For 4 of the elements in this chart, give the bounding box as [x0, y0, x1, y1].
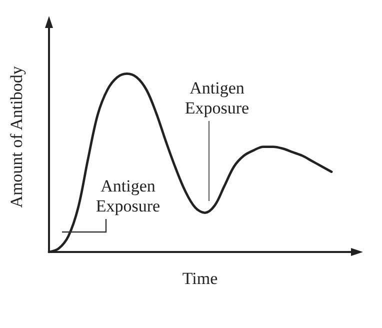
annotation: Antigen Exposure	[184, 78, 250, 118]
x-axis-title: Time	[182, 269, 218, 288]
y-axis-title: Amount of Antibody	[7, 66, 26, 208]
annotation: Antigen Exposure	[96, 176, 160, 216]
